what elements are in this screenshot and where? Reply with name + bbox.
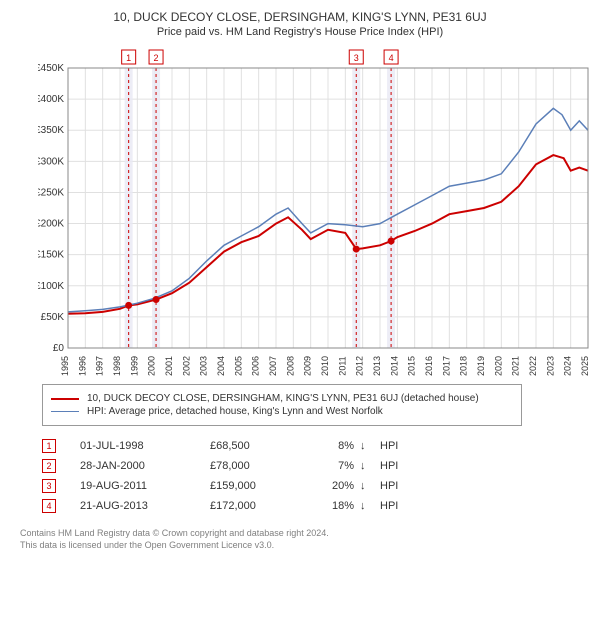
legend: 10, DUCK DECOY CLOSE, DERSINGHAM, KING'S… [42, 384, 522, 426]
svg-text:2022: 2022 [528, 356, 538, 376]
legend-swatch [51, 398, 79, 400]
transaction-date: 21-AUG-2013 [80, 500, 210, 512]
svg-text:2021: 2021 [511, 356, 521, 376]
svg-text:£50K: £50K [41, 312, 65, 323]
svg-text:2005: 2005 [233, 356, 243, 376]
down-arrow-icon: ↓ [360, 460, 380, 472]
transaction-row: 2 28-JAN-2000£78,0007%↓HPI [10, 456, 590, 476]
transaction-pct: 18% [310, 500, 360, 512]
transaction-marker: 1 [42, 439, 56, 453]
legend-item: 10, DUCK DECOY CLOSE, DERSINGHAM, KING'S… [51, 393, 513, 404]
svg-text:2006: 2006 [251, 356, 261, 376]
svg-text:2016: 2016 [424, 356, 434, 376]
container: 10, DUCK DECOY CLOSE, DERSINGHAM, KING'S… [0, 0, 600, 620]
chart: £0 £50K £100K £150K £200K £250K £300K £350K £400… [38, 46, 598, 376]
svg-text:2: 2 [154, 53, 159, 63]
svg-text:2017: 2017 [441, 356, 451, 376]
svg-text:£100K: £100K [38, 281, 64, 292]
svg-text:2001: 2001 [164, 356, 174, 376]
transaction-price: £78,000 [210, 460, 310, 472]
transaction-hpi-label: HPI [380, 500, 420, 512]
svg-text:£150K: £150K [38, 250, 64, 261]
footer-line: Contains HM Land Registry data © Crown c… [20, 528, 590, 540]
svg-text:2009: 2009 [303, 356, 313, 376]
transaction-hpi-label: HPI [380, 460, 420, 472]
footer-line: This data is licensed under the Open Gov… [20, 540, 590, 552]
svg-text:£400K: £400K [38, 94, 64, 105]
svg-text:£200K: £200K [38, 219, 64, 230]
svg-text:2003: 2003 [199, 356, 209, 376]
legend-item: HPI: Average price, detached house, King… [51, 406, 513, 417]
svg-text:1998: 1998 [112, 356, 122, 376]
chart-svg: £0 £50K £100K £150K £200K £250K £300K £350K £400… [38, 46, 598, 376]
svg-text:1996: 1996 [77, 356, 87, 376]
transaction-row: 1 01-JUL-1998£68,5008%↓HPI [10, 436, 590, 456]
svg-text:£450K: £450K [38, 63, 64, 74]
transaction-price: £68,500 [210, 440, 310, 452]
chart-subtitle: Price paid vs. HM Land Registry's House … [10, 26, 590, 38]
transaction-price: £172,000 [210, 500, 310, 512]
svg-text:2004: 2004 [216, 356, 226, 376]
svg-text:3: 3 [354, 53, 359, 63]
svg-text:1995: 1995 [60, 356, 70, 376]
svg-text:2015: 2015 [407, 356, 417, 376]
chart-title: 10, DUCK DECOY CLOSE, DERSINGHAM, KING'S… [10, 10, 590, 24]
svg-text:£350K: £350K [38, 125, 64, 136]
down-arrow-icon: ↓ [360, 500, 380, 512]
svg-text:2018: 2018 [459, 356, 469, 376]
svg-text:2024: 2024 [563, 356, 573, 376]
svg-text:1999: 1999 [129, 356, 139, 376]
transaction-row: 4 21-AUG-2013£172,00018%↓HPI [10, 496, 590, 516]
svg-text:2025: 2025 [580, 356, 590, 376]
svg-text:2010: 2010 [320, 356, 330, 376]
svg-text:£300K: £300K [38, 156, 64, 167]
transactions-table: 101-JUL-1998£68,5008%↓HPI228-JAN-2000£78… [10, 436, 590, 516]
transaction-pct: 7% [310, 460, 360, 472]
transaction-marker: 3 [42, 479, 56, 493]
svg-text:£0: £0 [53, 343, 65, 354]
transaction-marker: 2 [42, 459, 56, 473]
svg-text:2007: 2007 [268, 356, 278, 376]
transaction-pct: 20% [310, 480, 360, 492]
transaction-date: 01-JUL-1998 [80, 440, 210, 452]
svg-text:2011: 2011 [337, 356, 347, 375]
svg-text:4: 4 [389, 53, 394, 63]
svg-text:2000: 2000 [147, 356, 157, 376]
svg-text:2002: 2002 [181, 356, 191, 376]
down-arrow-icon: ↓ [360, 440, 380, 452]
transaction-marker: 4 [42, 499, 56, 513]
transaction-hpi-label: HPI [380, 440, 420, 452]
svg-text:2019: 2019 [476, 356, 486, 376]
svg-text:2023: 2023 [545, 356, 555, 376]
transaction-row: 3 19-AUG-2011£159,00020%↓HPI [10, 476, 590, 496]
transaction-date: 19-AUG-2011 [80, 480, 210, 492]
legend-label: HPI: Average price, detached house, King… [87, 406, 383, 417]
transaction-hpi-label: HPI [380, 480, 420, 492]
down-arrow-icon: ↓ [360, 480, 380, 492]
transaction-price: £159,000 [210, 480, 310, 492]
svg-text:1997: 1997 [95, 356, 105, 376]
svg-text:2012: 2012 [355, 356, 365, 376]
footer: Contains HM Land Registry data © Crown c… [20, 528, 590, 551]
legend-label: 10, DUCK DECOY CLOSE, DERSINGHAM, KING'S… [87, 393, 479, 404]
svg-text:2013: 2013 [372, 356, 382, 376]
svg-text:2008: 2008 [285, 356, 295, 376]
legend-swatch [51, 411, 79, 413]
svg-text:2014: 2014 [389, 356, 399, 376]
transaction-pct: 8% [310, 440, 360, 452]
svg-text:1: 1 [126, 53, 131, 63]
svg-text:£250K: £250K [38, 187, 64, 198]
svg-text:2020: 2020 [493, 356, 503, 376]
transaction-date: 28-JAN-2000 [80, 460, 210, 472]
